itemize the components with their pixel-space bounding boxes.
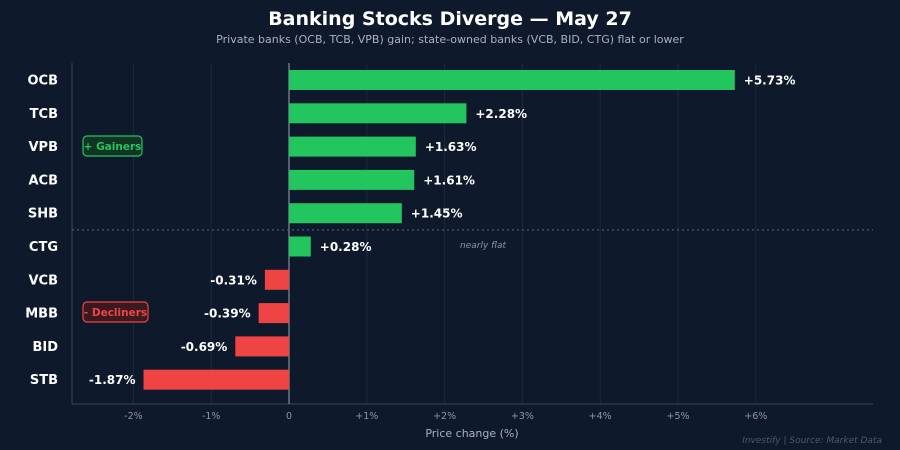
bar-shb [289, 203, 402, 224]
value-label-acb: +1.61% [423, 173, 475, 187]
value-labels: +5.73% +2.28% +1.63% +1.61% +1.45% +0.28% -0.3… [89, 74, 796, 388]
value-label-mbb: -0.39% [204, 307, 251, 321]
value-label-ocb: +5.73% [744, 74, 796, 88]
x-tick-label: +5% [666, 411, 689, 422]
legend-decliners-label: - Decliners [84, 307, 147, 319]
x-tick-label: +6% [744, 411, 767, 422]
legend-gainers-box [82, 135, 143, 157]
category-label-tcb: TCB [30, 107, 58, 122]
value-label-vpb: +1.63% [425, 140, 477, 154]
value-label-ctg: +0.28% [320, 240, 372, 254]
bar-ctg [289, 236, 311, 257]
value-label-tcb: +2.28% [475, 107, 527, 121]
bar-tcb [289, 103, 467, 124]
source-credit: Investify | Source: Market Data [742, 436, 882, 446]
x-tick-label: +2% [433, 411, 456, 422]
x-axis-title: Price change (%) [425, 427, 518, 440]
bar-acb [289, 169, 415, 190]
value-label-stb: -1.87% [89, 373, 136, 387]
x-tick-labels: -2% -1% 0 +1% +2% +3% +4% +5% +6% [124, 411, 767, 422]
category-label-acb: ACB [28, 173, 58, 188]
bar-mbb [258, 303, 289, 324]
value-label-bid: -0.69% [181, 340, 228, 354]
category-label-vpb: VPB [29, 140, 59, 155]
category-label-shb: SHB [28, 207, 58, 222]
x-tick-label: -1% [202, 411, 221, 422]
x-tick-label: +3% [511, 411, 534, 422]
value-label-vcb: -0.31% [210, 273, 257, 287]
bars [143, 70, 735, 390]
legend-gainers: + Gainers [82, 135, 143, 157]
bar-bid [235, 336, 289, 357]
legend-decliners-box [82, 301, 149, 323]
bar-vcb [264, 269, 289, 290]
x-tick-label: +4% [589, 411, 612, 422]
category-label-vcb: VCB [28, 273, 58, 288]
category-label-stb: STB [30, 373, 58, 388]
value-label-shb: +1.45% [411, 207, 463, 221]
chart-subtitle: Private banks (OCB, TCB, VPB) gain; stat… [216, 33, 684, 46]
legend-decliners: - Decliners [82, 301, 149, 323]
bar-stb [143, 369, 289, 390]
bar-ocb [289, 70, 735, 90]
category-label-ocb: OCB [27, 74, 58, 89]
x-tick-label: +1% [355, 411, 378, 422]
category-label-bid: BID [32, 340, 58, 355]
category-label-mbb: MBB [25, 307, 58, 322]
legend-gainers-label: + Gainers [84, 141, 142, 153]
bar-vpb [289, 136, 416, 157]
x-tick-label: 0 [286, 411, 292, 422]
annotation-nearly-flat: nearly flat [460, 241, 506, 251]
x-tick-label: -2% [124, 411, 143, 422]
chart-title: Banking Stocks Diverge — May 27 [268, 8, 632, 30]
category-label-ctg: CTG [29, 240, 58, 255]
category-labels: OCB TCB VPB ACB SHB CTG VCB MBB BID STB [25, 74, 58, 389]
